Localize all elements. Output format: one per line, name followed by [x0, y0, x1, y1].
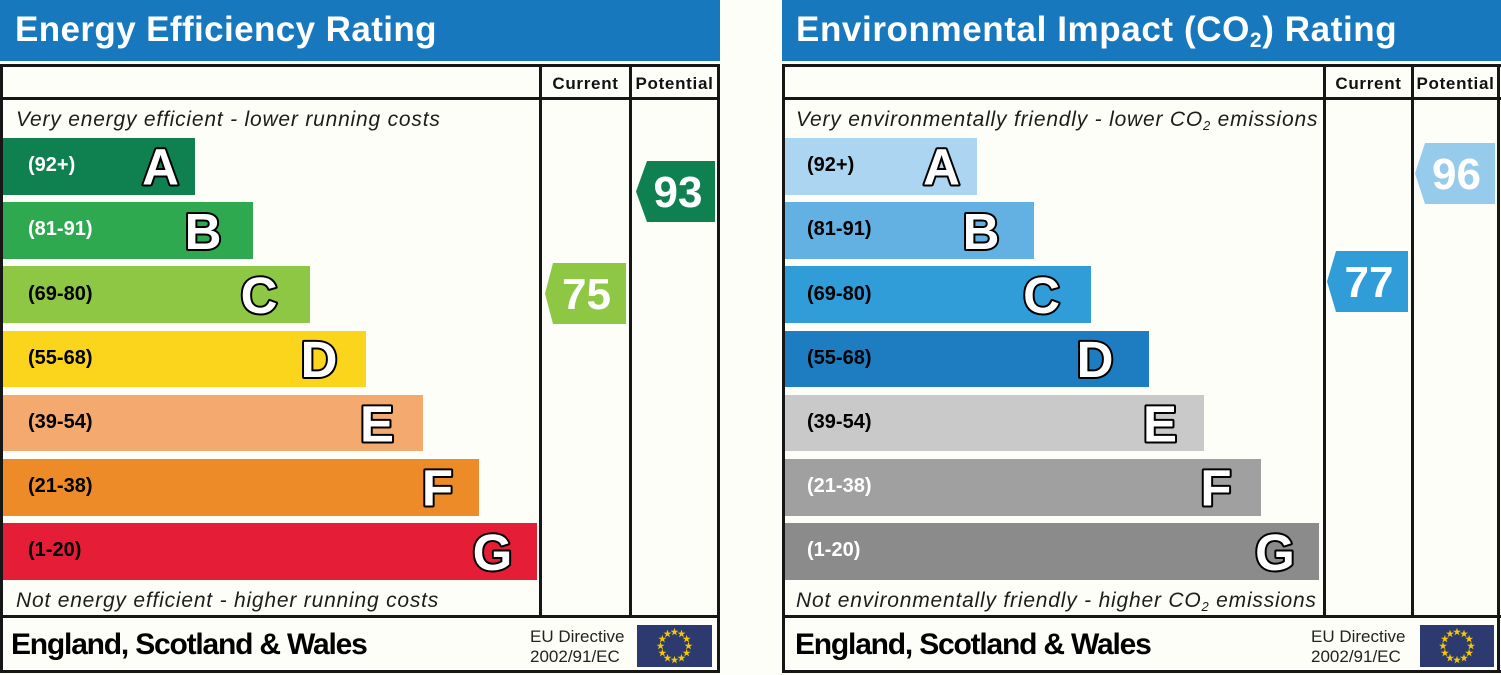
svg-text:B: B [185, 203, 222, 260]
svg-text:77: 77 [1345, 258, 1394, 307]
svg-text:G: G [473, 524, 513, 581]
svg-text:F: F [422, 460, 453, 517]
svg-text:C: C [241, 267, 278, 324]
svg-text:F: F [1200, 460, 1231, 517]
svg-text:93: 93 [654, 168, 703, 217]
svg-text:75: 75 [562, 270, 611, 319]
svg-text:B: B [963, 203, 1000, 260]
svg-text:D: D [1077, 331, 1114, 388]
svg-text:E: E [1143, 395, 1177, 452]
svg-text:A: A [142, 139, 179, 196]
svg-text:D: D [301, 331, 338, 388]
svg-text:96: 96 [1432, 150, 1481, 199]
svg-text:C: C [1023, 267, 1060, 324]
svg-text:A: A [923, 139, 960, 196]
svg-text:E: E [360, 395, 394, 452]
svg-text:G: G [1255, 524, 1295, 581]
